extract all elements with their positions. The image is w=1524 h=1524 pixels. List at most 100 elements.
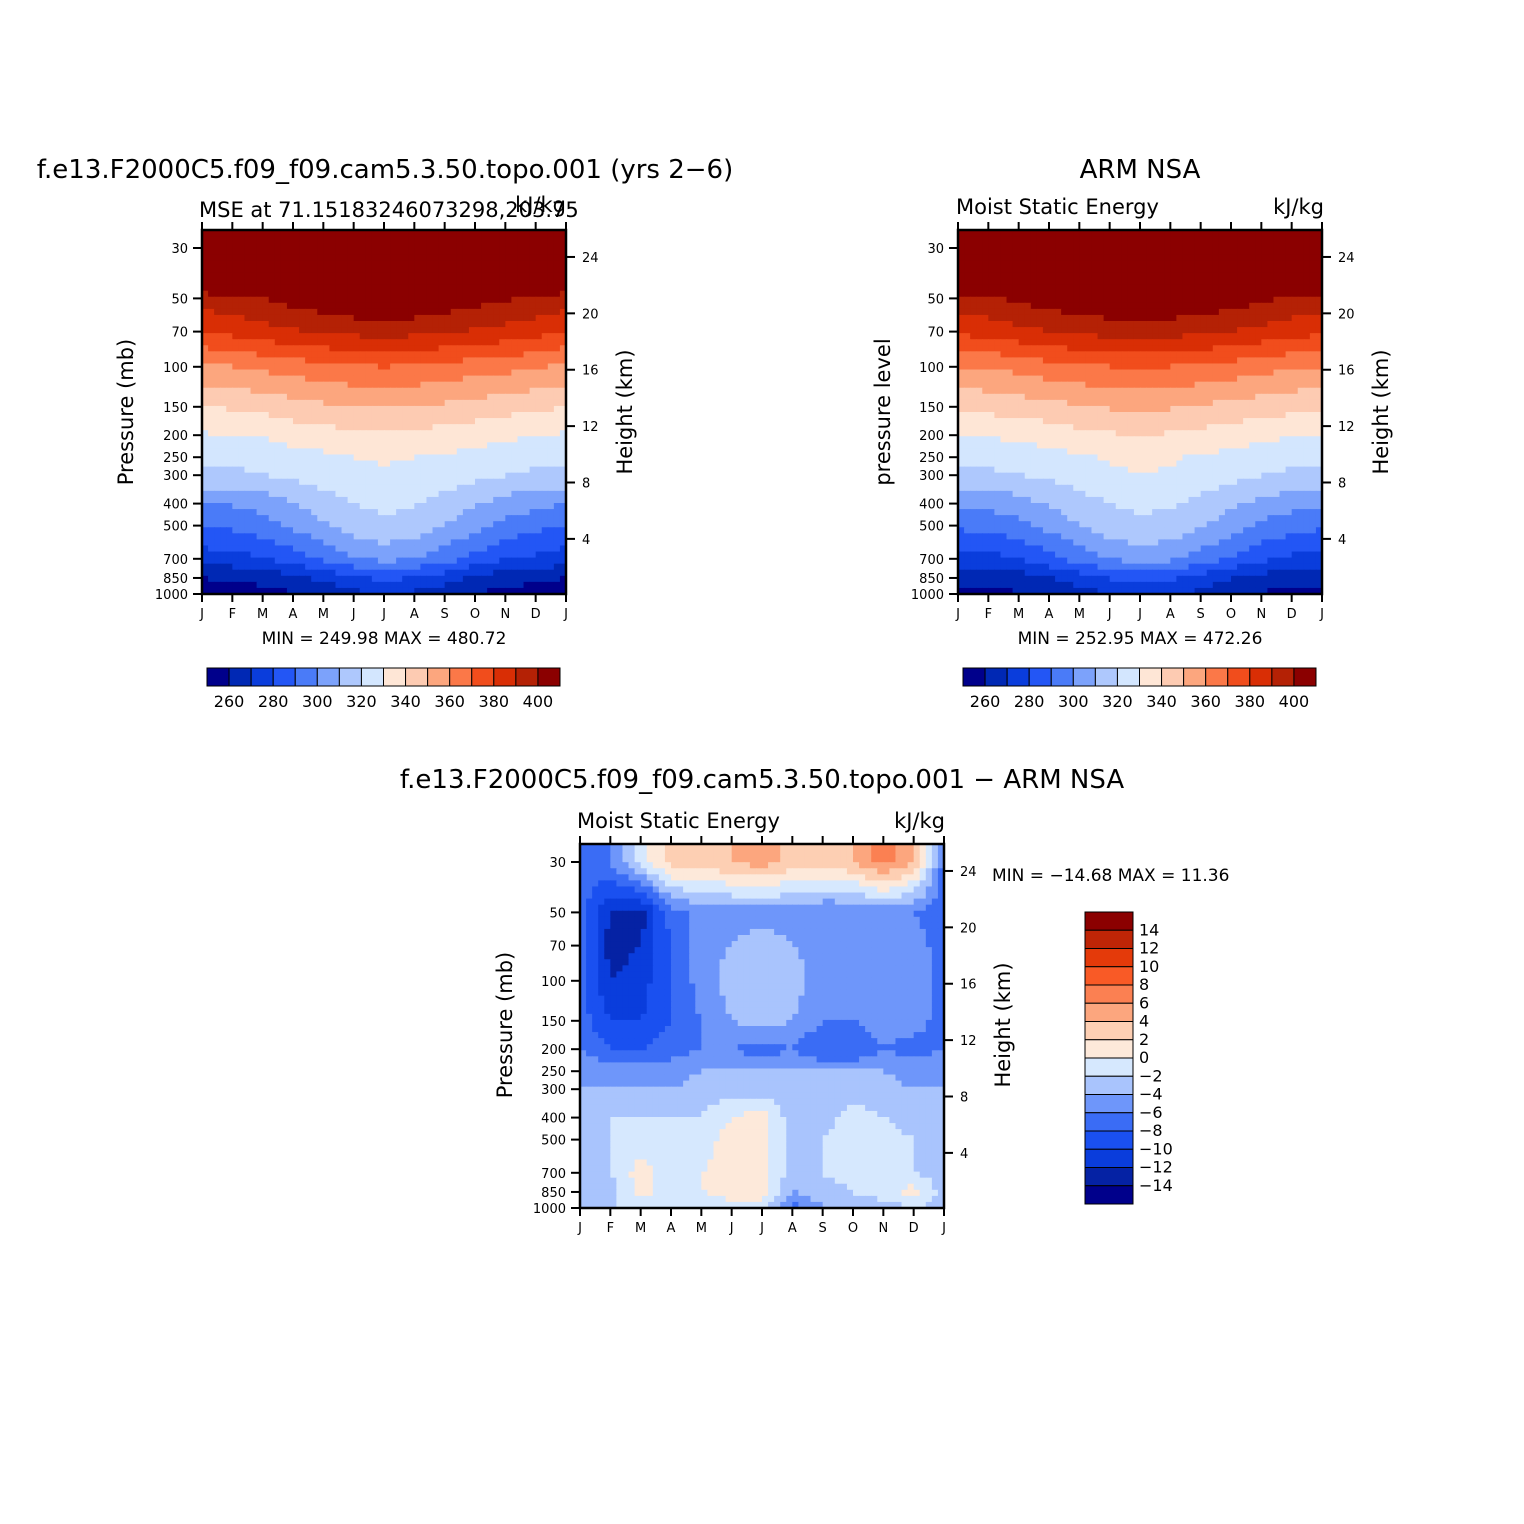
panel-model-heatmap-cell — [511, 490, 519, 498]
panel-model-heatmap-cell — [353, 503, 361, 510]
panel-obs-heatmap-cell — [1061, 272, 1068, 280]
panel-model-heatmap-cell — [432, 248, 440, 255]
panel-model-heatmap-cell — [450, 575, 458, 583]
panel-model-heatmap-cell — [402, 266, 409, 274]
panel-model-heatmap-cell — [432, 412, 440, 419]
panel-model-heatmap-cell — [208, 527, 215, 534]
panel-model-heatmap-cell — [244, 412, 252, 419]
panel-model-heatmap-cell — [487, 575, 494, 583]
panel-model-heatmap-cell — [535, 569, 543, 577]
panel-model-colorbar: 260 280 300 320 340 360 380 400 — [206, 667, 561, 711]
panel-model-heatmap-cell — [487, 436, 494, 443]
panel-model-heatmap-cell — [232, 351, 239, 358]
panel-model-heatmap-cell — [317, 363, 324, 371]
panel-model-heatmap-cell — [487, 260, 494, 267]
panel-model-heatmap-cell — [408, 478, 415, 486]
panel-model-heatmap-cell — [202, 539, 209, 547]
panel-model-heatmap-cell — [256, 363, 264, 371]
panel-model-heatmap-cell — [481, 424, 488, 431]
panel-model-heatmap-cell — [468, 509, 476, 516]
panel-model-heatmap-cell — [256, 527, 264, 534]
panel-model-heatmap-cell — [317, 515, 324, 522]
panel-model-heatmap-cell — [444, 399, 452, 407]
panel-model-heatmap-cell — [390, 260, 397, 267]
panel-obs-heatmap-cell — [1091, 333, 1099, 340]
panel-model-heatmap-cell — [553, 466, 561, 474]
panel-model-heatmap-cell — [547, 545, 555, 553]
panel-model-heatmap-cell — [323, 539, 330, 547]
panel-obs-heatmap-cell — [1164, 242, 1171, 249]
panel-model-heatmap-cell — [402, 551, 409, 559]
panel-model-heatmap-cell — [238, 351, 246, 358]
panel-model-heatmap-cell — [347, 527, 355, 534]
panel-model-heatmap-cell — [208, 533, 215, 540]
panel-model-heatmap-cell — [438, 521, 446, 528]
panel-model-heatmap-cell — [262, 296, 270, 304]
panel-model-heatmap-cell — [286, 248, 294, 255]
panel-obs-heatmap-cell — [1091, 327, 1099, 334]
panel-model-heatmap-cell — [329, 515, 337, 522]
panel-model-heatmap-cell — [523, 339, 531, 346]
panel-obs-heatmap-cell — [1267, 290, 1275, 298]
panel-model-heatmap-cell — [426, 424, 434, 431]
panel-model-heatmap-cell — [462, 575, 470, 583]
panel-obs-heatmap-cell — [1049, 321, 1056, 328]
panel-model-heatmap-cell — [347, 569, 355, 577]
panel-model-heatmap-cell — [475, 236, 482, 243]
panel-obs-heatmap-cell — [1176, 290, 1184, 298]
panel-model-heatmap-cell — [553, 296, 561, 304]
panel-model-heatmap-cell — [214, 302, 221, 310]
panel-model-heatmap-cell — [347, 454, 355, 462]
panel-obs-heatmap-cell — [988, 351, 995, 358]
panel-model-heatmap-cell — [541, 363, 549, 371]
panel-model-heatmap-cell — [202, 521, 209, 528]
panel-obs-heatmap-cell — [1218, 296, 1226, 304]
panel-model-heatmap-cell — [371, 539, 379, 547]
panel-model-heatmap-cell — [268, 515, 276, 522]
panel-model-heatmap-cell — [426, 460, 434, 468]
panel-model-heatmap-cell — [481, 460, 488, 468]
panel-obs-heatmap-cell — [1115, 290, 1123, 298]
panel-model-heatmap-cell — [226, 454, 233, 462]
panel-obs-heatmap-cell — [1030, 290, 1038, 298]
panel-model-heatmap-cell — [384, 351, 391, 358]
panel-model-heatmap-cell — [359, 302, 367, 310]
panel-model-heatmap-cell — [499, 563, 506, 571]
panel-model-heatmap-cell — [426, 412, 434, 419]
panel-obs-heatmap-cell — [1224, 266, 1232, 274]
panel-obs-heatmap-cell — [1261, 339, 1268, 346]
panel-model-heatmap-cell — [329, 405, 337, 413]
panel-obs-heatmap-cell — [1000, 327, 1008, 334]
panel-model-heatmap-cell — [547, 424, 555, 431]
panel-model-heatmap-cell — [220, 284, 227, 292]
panel-model-heatmap-cell — [244, 357, 252, 365]
panel-model-heatmap-cell — [238, 387, 246, 395]
panel-model-heatmap-cell — [262, 260, 270, 267]
panel-model-ytick-label: 200 — [163, 429, 188, 444]
panel-model-heatmap-cell — [529, 278, 537, 286]
panel-obs-heatmap-cell — [1285, 351, 1293, 358]
panel-model-heatmap-cell — [499, 369, 506, 377]
panel-obs-heatmap-cell — [1212, 242, 1220, 249]
panel-model-heatmap-cell — [329, 412, 337, 419]
panel-obs-heatmap-cell — [1146, 296, 1153, 304]
panel-model-heatmap-cell — [232, 563, 239, 571]
panel-model-heatmap-cell — [468, 290, 476, 298]
panel-obs-heatmap-cell — [1115, 260, 1123, 267]
panel-model-heatmap-cell — [341, 266, 349, 274]
panel-model-heatmap-cell — [226, 314, 233, 322]
panel-model-heatmap-cell — [493, 236, 500, 243]
panel-obs-heatmap-cell — [1024, 254, 1032, 261]
panel-model-heatmap-cell — [220, 393, 227, 401]
panel-model-heatmap-cell — [444, 454, 452, 462]
panel-obs-heatmap-cell — [1079, 266, 1086, 274]
panel-model-heatmap-cell — [559, 339, 567, 346]
panel-model-heatmap-cell — [238, 260, 246, 267]
panel-model-heatmap-cell — [274, 351, 282, 358]
panel-model-heatmap-cell — [299, 357, 306, 365]
panel-model-heatmap-cell — [274, 302, 282, 310]
panel-model-heatmap-cell — [493, 321, 500, 328]
panel-model-heatmap-cell — [468, 527, 476, 534]
panel-model-heatmap-cell — [371, 296, 379, 304]
panel-model-heatmap-cell — [202, 515, 209, 522]
